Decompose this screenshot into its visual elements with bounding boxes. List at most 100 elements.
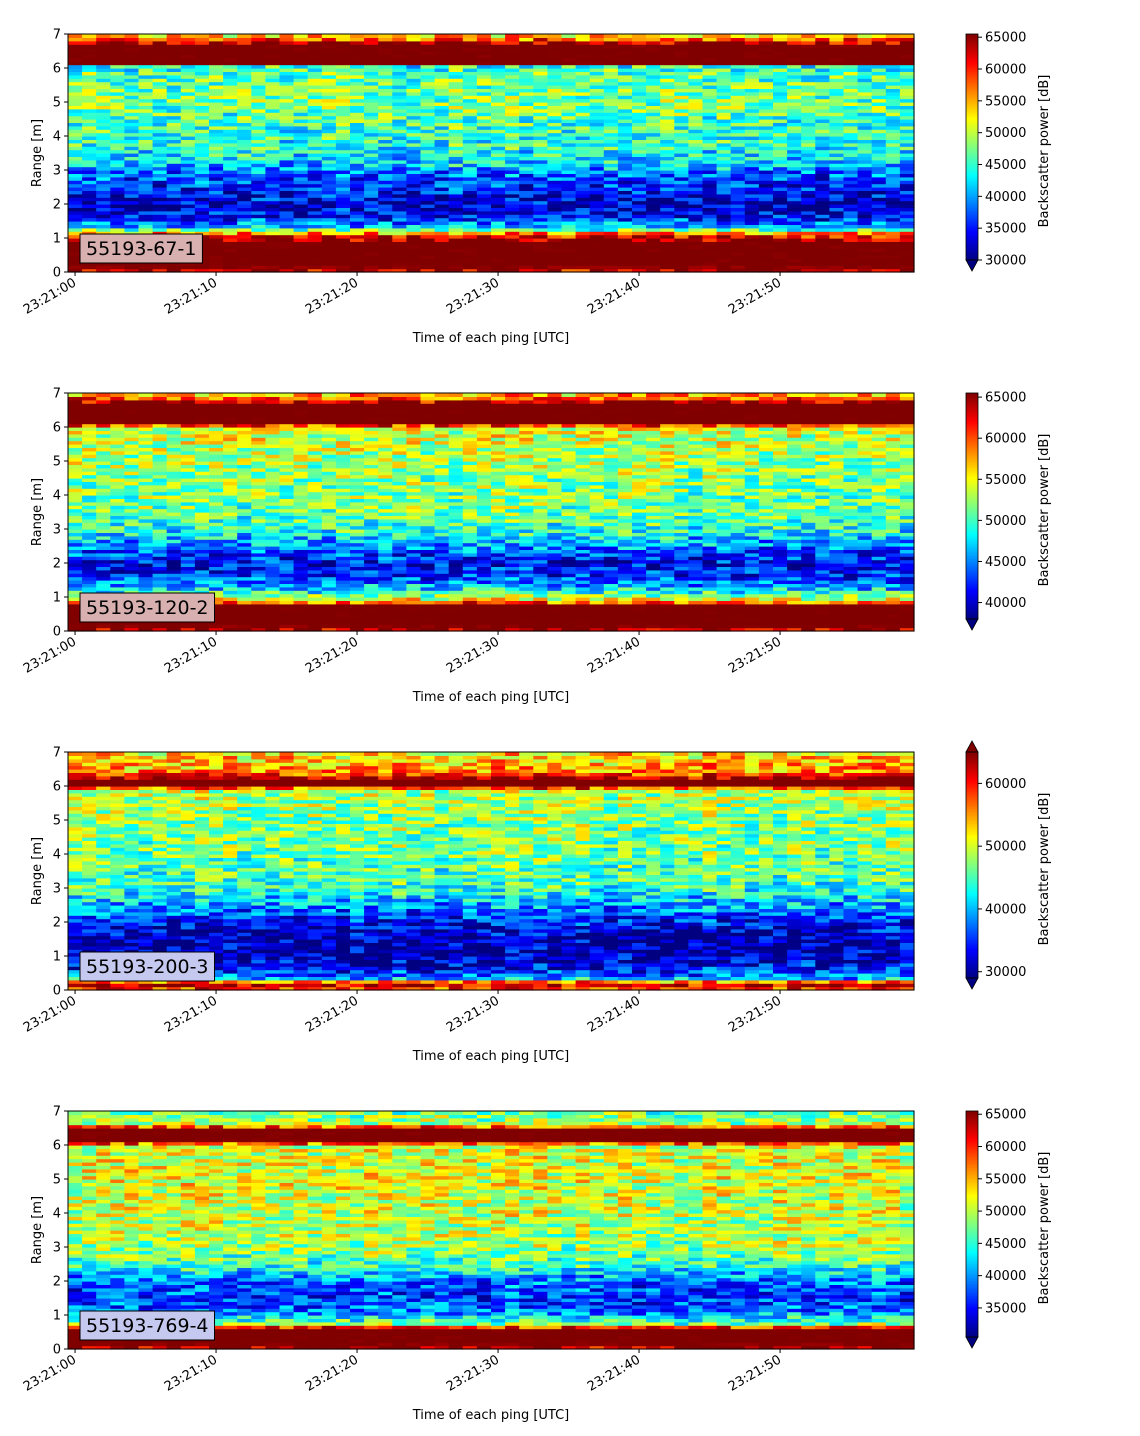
colorbar-extend-min [965, 1336, 979, 1349]
colorbar-tick-label: 60000 [985, 777, 1026, 792]
y-tick-label: 3 [53, 882, 61, 897]
x-tick-label: 23:21:00 [21, 993, 79, 1035]
colorbar: 35000 40000 45000 50000 55000 60000 65000 Backs… [965, 1108, 1052, 1349]
colorbar-tick-label: 55000 [985, 1172, 1026, 1187]
colorbar-tick-label: 60000 [985, 1140, 1026, 1155]
x-tick-label: 23:21:50 [726, 993, 784, 1035]
x-tick-label: 23:21:50 [726, 275, 784, 317]
y-tick-label: 6 [53, 62, 61, 77]
y-tick-label: 5 [53, 1173, 61, 1188]
y-tick-label: 6 [53, 1139, 61, 1154]
colorbar: 30000 40000 50000 60000 Backscatter power [d… [965, 740, 1052, 990]
x-axis-label: Time of each ping [UTC] [412, 331, 570, 346]
chart-panel-2: 0 1 2 3 4 5 6 7 23:21:00 23:21:10 23:21:20 23:21:30… [21, 387, 1052, 706]
y-axis-label: Range [m] [30, 837, 45, 905]
colorbar-tick-label: 50000 [985, 840, 1026, 855]
colorbar-extend-min [965, 259, 979, 272]
colorbar-tick-label: 45000 [985, 555, 1026, 570]
chart-panel-4: 0 1 2 3 4 5 6 7 23:21:00 23:21:10 23:21:20 23:21:30… [21, 1105, 1052, 1424]
colorbar-tick-label: 65000 [985, 31, 1026, 46]
x-tick-label: 23:21:00 [21, 634, 79, 676]
colorbar-label: Backscatter power [dB] [1037, 75, 1052, 228]
y-tick-label: 6 [53, 421, 61, 436]
colorbar-tick-label: 40000 [985, 190, 1026, 205]
y-tick-label: 0 [53, 625, 61, 640]
x-tick-label: 23:21:50 [726, 1352, 784, 1394]
colorbar-tick-label: 40000 [985, 1269, 1026, 1284]
panel-label-box [79, 233, 203, 264]
x-axis-label: Time of each ping [UTC] [412, 690, 570, 705]
axes-frame [67, 392, 915, 632]
chart-panel-3: 0 1 2 3 4 5 6 7 23:21:00 23:21:10 23:21:20 23:21:30… [21, 740, 1052, 1064]
colorbar-tick-label: 65000 [985, 391, 1026, 406]
panel-label-box [79, 1310, 216, 1341]
x-tick-label: 23:21:10 [162, 275, 220, 317]
y-tick-label: 7 [53, 1105, 61, 1120]
y-tick-label: 4 [53, 489, 61, 504]
x-tick-label: 23:21:40 [585, 993, 643, 1035]
y-axis-label: Range [m] [30, 478, 45, 546]
x-tick-label: 23:21:10 [162, 634, 220, 676]
x-tick-label: 23:21:10 [162, 993, 220, 1035]
y-tick-label: 1 [53, 591, 61, 606]
x-tick-label: 23:21:30 [444, 634, 502, 676]
y-tick-label: 5 [53, 455, 61, 470]
colorbar-tick-label: 35000 [985, 222, 1026, 237]
y-tick-label: 4 [53, 1207, 61, 1222]
y-tick-label: 3 [53, 1241, 61, 1256]
y-tick-label: 4 [53, 130, 61, 145]
colorbar-tick-label: 45000 [985, 1237, 1026, 1252]
x-tick-label: 23:21:50 [726, 634, 784, 676]
panel-label: 55193-120-2 [79, 592, 216, 623]
y-tick-label: 0 [53, 984, 61, 999]
x-tick-label: 23:21:00 [21, 275, 79, 317]
x-tick-label: 23:21:20 [303, 993, 361, 1035]
colorbar-tick-label: 55000 [985, 94, 1026, 109]
x-tick-label: 23:21:20 [303, 634, 361, 676]
colorbar-label: Backscatter power [dB] [1037, 434, 1052, 587]
colorbar-tick-label: 35000 [985, 1301, 1026, 1316]
colorbar-tick-label: 50000 [985, 126, 1026, 141]
heatmap-cells [68, 34, 915, 273]
y-axis-label: Range [m] [30, 1196, 45, 1264]
y-tick-label: 7 [53, 746, 61, 761]
y-tick-label: 1 [53, 950, 61, 965]
y-tick-label: 4 [53, 848, 61, 863]
colorbar-tick-label: 55000 [985, 473, 1026, 488]
x-tick-label: 23:21:30 [444, 275, 502, 317]
y-tick-label: 3 [53, 523, 61, 538]
colorbar-tick-label: 30000 [985, 965, 1026, 980]
x-axis-label: Time of each ping [UTC] [412, 1049, 570, 1064]
y-tick-label: 5 [53, 96, 61, 111]
panel-label-box [79, 951, 216, 982]
chart-panel-1: 0 1 2 3 4 5 6 7 23:21:00 23:21:10 23:21:20 23:21:30… [21, 28, 1052, 347]
x-tick-label: 23:21:40 [585, 634, 643, 676]
y-tick-label: 6 [53, 780, 61, 795]
x-tick-label: 23:21:40 [585, 275, 643, 317]
x-tick-label: 23:21:40 [585, 1352, 643, 1394]
panel-label-text: 55193-200-3 [86, 956, 209, 978]
panel-label-text: 55193-120-2 [86, 597, 209, 619]
axes-frame [67, 751, 915, 991]
y-axis-label: Range [m] [30, 119, 45, 187]
colorbar-extend-max [965, 740, 979, 753]
panel-label-box [79, 592, 216, 623]
x-axis-label: Time of each ping [UTC] [412, 1408, 570, 1423]
heatmap-cells [68, 1111, 915, 1350]
x-tick-label: 23:21:10 [162, 1352, 220, 1394]
y-tick-label: 2 [53, 916, 61, 931]
colorbar-extend-min [965, 977, 979, 990]
colorbar-tick-label: 50000 [985, 1205, 1026, 1220]
colorbar-tick-label: 40000 [985, 596, 1026, 611]
y-tick-label: 0 [53, 1343, 61, 1358]
y-tick-label: 5 [53, 814, 61, 829]
colorbar: 40000 45000 50000 55000 60000 65000 Backscatte… [965, 391, 1052, 631]
colorbar-tick-label: 60000 [985, 63, 1026, 78]
y-tick-label: 2 [53, 557, 61, 572]
colorbar-label: Backscatter power [dB] [1037, 793, 1052, 946]
y-tick-label: 0 [53, 266, 61, 281]
x-tick-label: 23:21:00 [21, 1352, 79, 1394]
colorbar-tick-label: 60000 [985, 432, 1026, 447]
x-tick-label: 23:21:30 [444, 1352, 502, 1394]
